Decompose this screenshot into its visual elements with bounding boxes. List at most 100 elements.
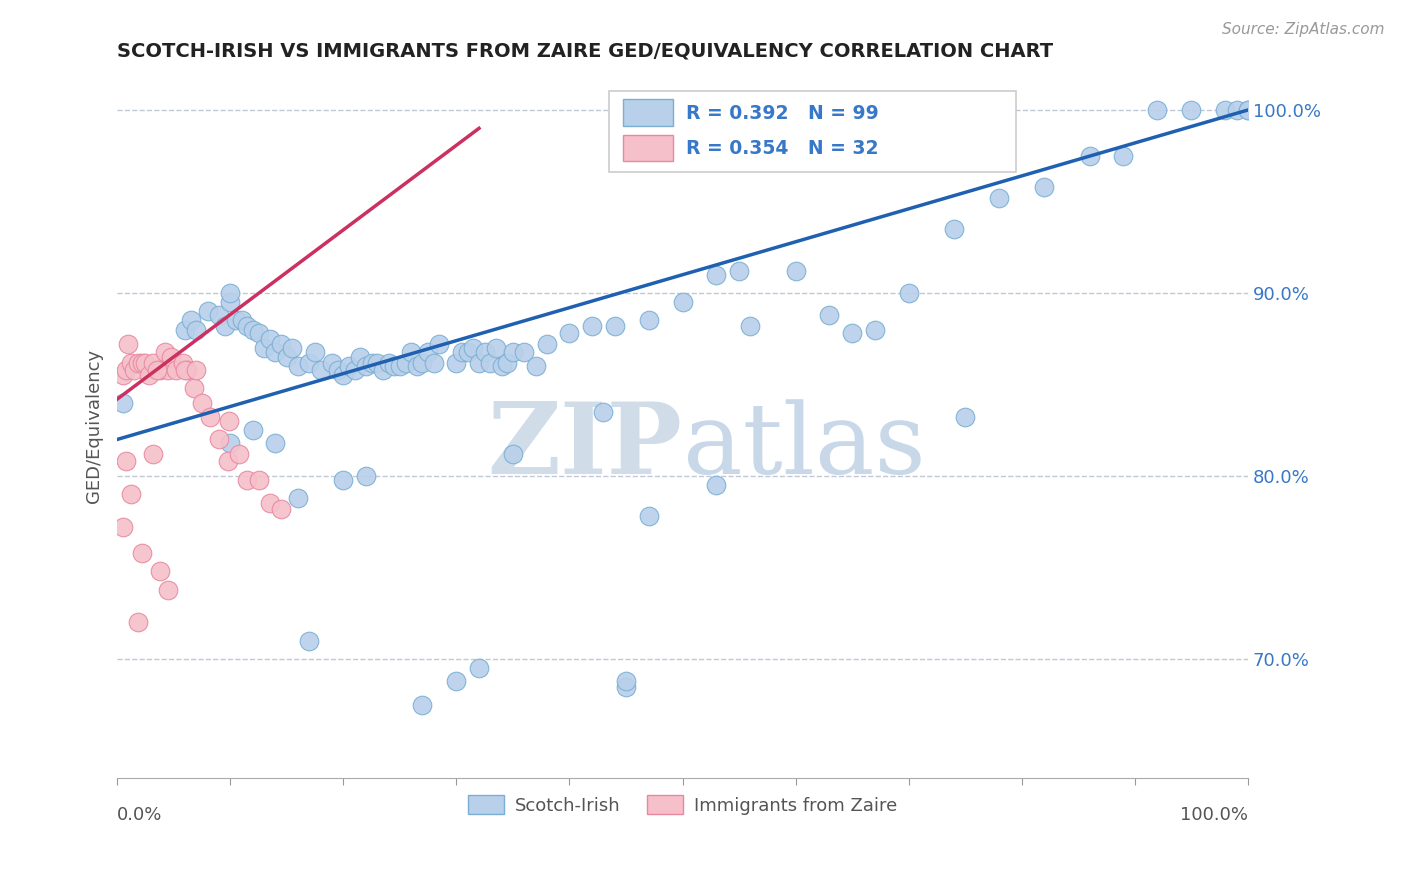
Point [728, 264, 751, 278]
Point [122, 363, 145, 377]
Point [1146, 103, 1168, 117]
Point [309, 363, 332, 377]
Point [479, 355, 502, 369]
Text: ZIP: ZIP [488, 399, 682, 495]
Point [120, 355, 142, 369]
Point [818, 308, 841, 322]
Point [264, 436, 287, 450]
Text: Source: ZipAtlas.com: Source: ZipAtlas.com [1222, 22, 1385, 37]
Text: SCOTCH-IRISH VS IMMIGRANTS FROM ZAIRE GED/EQUIVALENCY CORRELATION CHART: SCOTCH-IRISH VS IMMIGRANTS FROM ZAIRE GE… [117, 42, 1053, 61]
Point [231, 313, 253, 327]
Point [614, 680, 637, 694]
Point [388, 359, 411, 374]
Point [111, 520, 134, 534]
Point [614, 673, 637, 688]
Point [208, 308, 231, 322]
Point [270, 502, 292, 516]
Point [474, 344, 496, 359]
Point [247, 326, 270, 341]
Point [1033, 180, 1056, 194]
Point [117, 337, 139, 351]
Point [382, 359, 405, 374]
Point [942, 222, 965, 236]
Point [581, 318, 603, 333]
Point [1078, 149, 1101, 163]
Point [429, 337, 451, 351]
Point [149, 564, 172, 578]
Point [172, 355, 194, 369]
Point [706, 268, 728, 282]
Point [502, 447, 524, 461]
Point [1112, 149, 1135, 163]
Point [287, 359, 309, 374]
Point [536, 337, 558, 351]
Point [157, 582, 180, 597]
Point [446, 355, 468, 369]
Point [988, 191, 1011, 205]
Point [111, 396, 134, 410]
Point [153, 344, 176, 359]
Point [134, 355, 156, 369]
Point [457, 344, 479, 359]
Point [326, 363, 349, 377]
Point [142, 447, 165, 461]
Point [131, 546, 153, 560]
Point [276, 350, 298, 364]
Point [463, 341, 485, 355]
Point [218, 414, 240, 428]
Point [343, 363, 366, 377]
Point [242, 323, 264, 337]
FancyBboxPatch shape [609, 91, 1017, 172]
Point [592, 405, 614, 419]
Point [513, 344, 536, 359]
Point [411, 355, 433, 369]
Point [1180, 103, 1202, 117]
Point [236, 473, 259, 487]
Point [1213, 103, 1236, 117]
Point [217, 454, 239, 468]
Point [502, 344, 524, 359]
Point [1225, 103, 1247, 117]
FancyBboxPatch shape [623, 100, 673, 127]
Point [127, 615, 149, 630]
Point [197, 304, 219, 318]
Point [127, 355, 149, 369]
Point [264, 344, 287, 359]
Point [198, 410, 221, 425]
Point [399, 344, 422, 359]
Text: R = 0.354   N = 32: R = 0.354 N = 32 [686, 139, 879, 158]
Point [298, 355, 321, 369]
Point [468, 355, 491, 369]
Point [120, 487, 142, 501]
Point [423, 355, 446, 369]
Point [416, 344, 439, 359]
Point [180, 313, 202, 327]
Point [304, 344, 326, 359]
Point [321, 355, 343, 369]
Point [405, 359, 427, 374]
Point [111, 368, 134, 383]
Point [863, 323, 886, 337]
Point [451, 344, 474, 359]
Point [259, 332, 281, 346]
Point [558, 326, 581, 341]
Point [236, 318, 259, 333]
Point [354, 359, 377, 374]
Point [603, 318, 626, 333]
Point [841, 326, 863, 341]
Text: 0.0%: 0.0% [117, 806, 163, 824]
Point [219, 286, 242, 301]
Point [496, 355, 519, 369]
Point [287, 491, 309, 505]
Point [115, 454, 138, 468]
Point [131, 355, 153, 369]
Point [1237, 103, 1260, 117]
Point [186, 323, 208, 337]
Point [142, 355, 165, 369]
Point [214, 318, 236, 333]
Point [219, 295, 242, 310]
Point [174, 363, 197, 377]
Point [115, 363, 138, 377]
Point [637, 313, 659, 327]
Point [377, 355, 399, 369]
